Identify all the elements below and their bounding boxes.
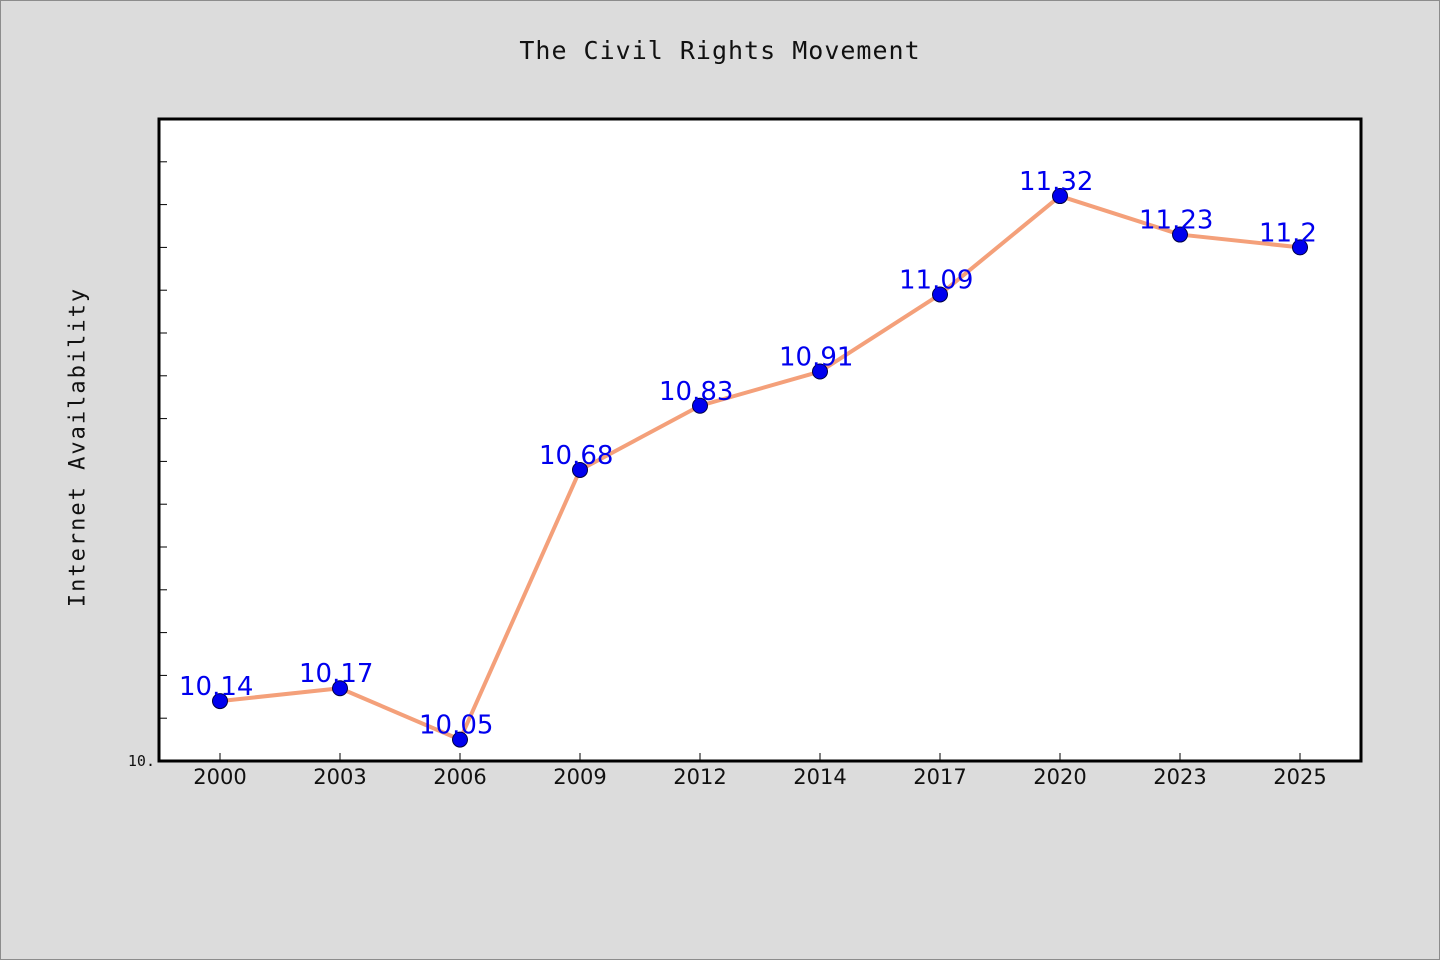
- data-point: [1292, 239, 1308, 256]
- x-tick-label: 2003: [313, 765, 366, 789]
- data-point: [452, 731, 468, 748]
- data-label: 11.09: [899, 265, 973, 295]
- data-point: [332, 680, 348, 697]
- series-line: [218, 194, 1302, 742]
- data-markers: [212, 188, 1308, 748]
- data-label: 11.2: [1259, 218, 1317, 248]
- x-tick-label: 2017: [913, 765, 966, 789]
- y-tick-label: 10.: [128, 752, 155, 770]
- data-label: 10.05: [419, 711, 493, 741]
- x-axis-ticks: 2000 2003 2006 2009 2012 2014 2017 2020 2023 2025: [193, 753, 1327, 789]
- data-point: [572, 461, 588, 478]
- x-tick-label: 2009: [553, 765, 606, 789]
- data-point: [812, 363, 828, 380]
- data-label: 11.23: [1139, 206, 1213, 236]
- data-point: [692, 397, 708, 414]
- x-tick-label: 2014: [793, 765, 846, 789]
- x-tick-label: 2006: [433, 765, 486, 789]
- x-tick-label: 2000: [193, 765, 246, 789]
- data-point: [1172, 226, 1188, 243]
- data-point: [212, 693, 228, 710]
- x-tick-label: 2025: [1273, 765, 1326, 789]
- data-label: 10.83: [659, 377, 733, 407]
- plot-area: [157, 117, 1363, 763]
- y-axis-ticks: 10.: [128, 161, 167, 770]
- data-point: [932, 286, 948, 303]
- data-labels: 10.14 10.17 10.05 10.68 10.83 10.91 11.09 11.32…: [179, 167, 1317, 741]
- x-tick-label: 2023: [1153, 765, 1206, 789]
- data-label: 10.91: [779, 343, 853, 373]
- chart-title: The Civil Rights Movement: [519, 36, 921, 65]
- data-point: [1052, 188, 1068, 205]
- data-label: 10.14: [179, 672, 253, 702]
- data-label: 10.17: [299, 659, 373, 689]
- x-tick-label: 2012: [673, 765, 726, 789]
- data-label: 11.32: [1019, 167, 1093, 197]
- x-tick-label: 2020: [1033, 765, 1086, 789]
- data-label: 10.68: [539, 441, 613, 471]
